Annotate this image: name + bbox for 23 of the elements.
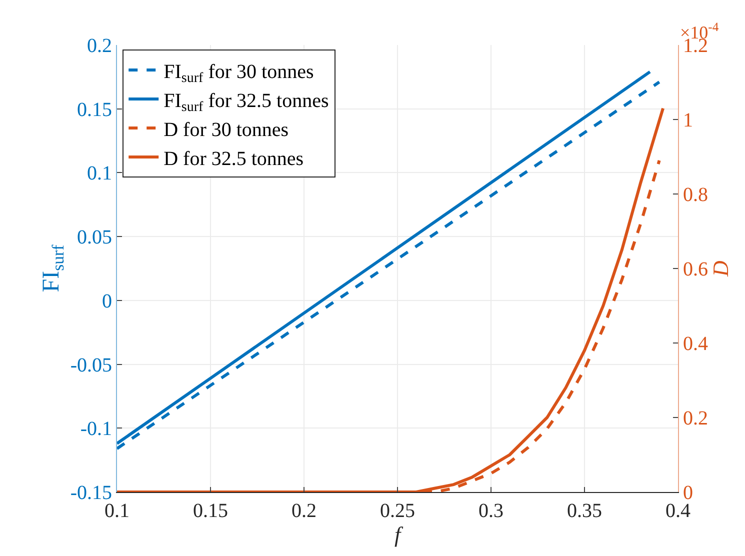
y2-tick-label: 1	[683, 110, 693, 132]
legend-label: D for 30 tonnes	[164, 118, 289, 141]
y-tick-label: -0.05	[70, 354, 112, 376]
x-tick-label: 0.2	[292, 500, 316, 522]
y-tick-label: 0.15	[77, 98, 112, 121]
legend-label: D for 32.5 tonnes	[164, 148, 304, 170]
y-tick-label: -0.1	[80, 418, 112, 440]
x-tick-label: 0.35	[567, 500, 602, 522]
y2-tick-label: 0.2	[683, 408, 708, 430]
y-tick-label: 0	[102, 290, 112, 312]
legend-label: FI$_{surf}$ for 32.5 tonnes	[164, 90, 329, 115]
y2-tick-label: 0.6	[683, 258, 708, 280]
y-tick-label: 0.2	[87, 35, 112, 57]
y-tick-label: 0.05	[77, 226, 112, 249]
x-axis-title: f	[394, 522, 404, 547]
legend-label: FI$_{surf}$ for 30 tonnes	[164, 60, 314, 86]
y2-tick-label: 0.8	[683, 184, 708, 206]
y2-tick-label: 0.4	[683, 333, 708, 355]
x-tick-label: 0.15	[193, 500, 228, 522]
y-tick-label: 0.1	[87, 162, 112, 185]
x-tick-label: 0.3	[478, 500, 504, 522]
y2-axis-title: D	[708, 260, 733, 278]
x-tick-label: 0.25	[380, 500, 415, 522]
